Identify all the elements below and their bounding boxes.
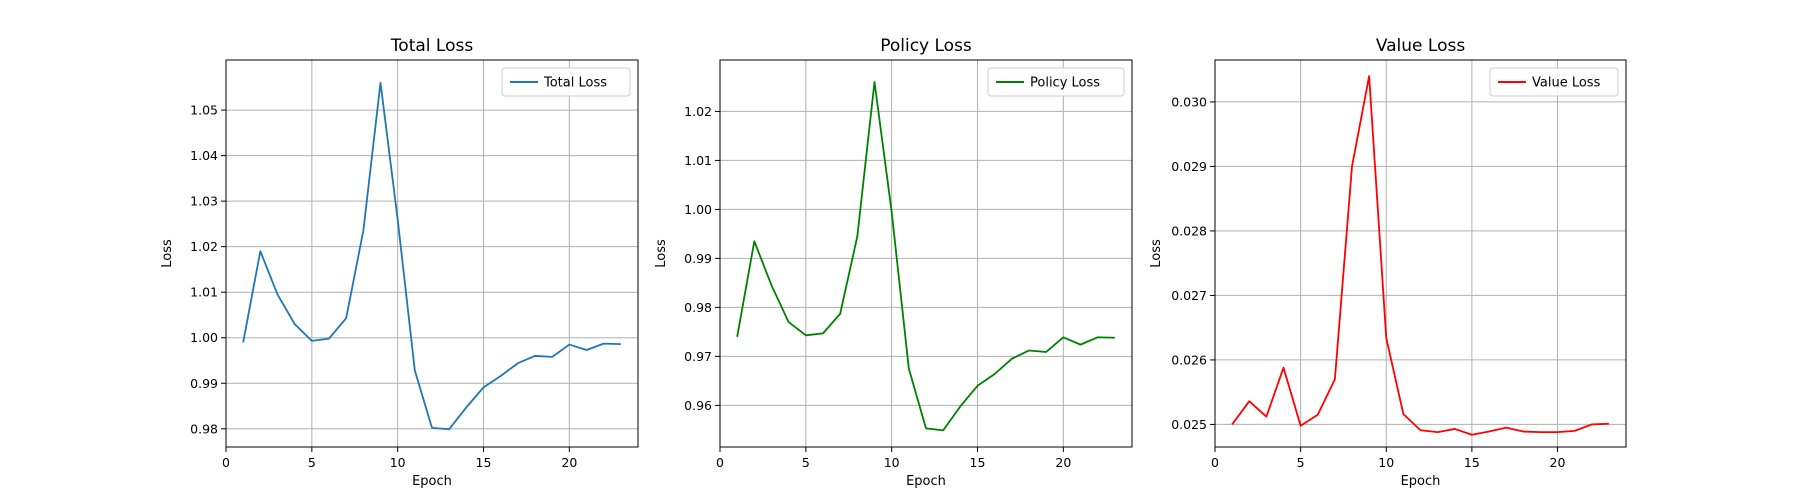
x-axis-label: Epoch bbox=[1401, 474, 1441, 489]
legend-label: Policy Loss bbox=[1030, 76, 1100, 91]
x-tick-label: 20 bbox=[1055, 455, 1071, 470]
y-tick-label: 0.97 bbox=[684, 349, 712, 364]
series-line-total-loss bbox=[242, 81, 621, 431]
y-tick-label: 1.01 bbox=[684, 153, 712, 168]
x-tick-label: 5 bbox=[1297, 455, 1305, 470]
x-tick-label: 10 bbox=[390, 455, 406, 470]
chart-panel-2: 0 5 10 15 20 0.96 0.97 0.98 0.99 1.00 1.01 1.02 Poli… bbox=[654, 36, 1133, 489]
y-axis-label: Loss bbox=[1149, 239, 1164, 268]
y-tick-label: 0.026 bbox=[1171, 352, 1207, 367]
y-tick-label: 1.00 bbox=[684, 202, 712, 217]
y-tick-label: 0.030 bbox=[1171, 94, 1207, 109]
y-tick-label: 0.96 bbox=[684, 398, 712, 413]
y-tick-label: 0.99 bbox=[190, 376, 218, 391]
x-tick-label: 5 bbox=[308, 455, 316, 470]
plot-frame bbox=[225, 59, 639, 448]
chart-title: Total Loss bbox=[390, 36, 474, 56]
legend: Value Loss bbox=[1489, 67, 1619, 97]
y-tick-label: 1.00 bbox=[190, 330, 218, 345]
y-tick-label: 0.028 bbox=[1171, 223, 1207, 238]
x-tick-label: 15 bbox=[1464, 455, 1480, 470]
x-tick-label: 20 bbox=[1550, 455, 1566, 470]
legend-box bbox=[1489, 67, 1619, 97]
series-line-value-loss bbox=[1231, 75, 1609, 436]
y-tick-label: 1.05 bbox=[190, 103, 218, 118]
y-tick-label: 1.02 bbox=[190, 239, 218, 254]
x-tick-label: 15 bbox=[970, 455, 986, 470]
x-tick-label: 10 bbox=[1378, 455, 1394, 470]
y-tick-label: 0.99 bbox=[684, 251, 712, 266]
y-tick-label: 1.03 bbox=[190, 194, 218, 209]
x-axis-label: Epoch bbox=[906, 474, 946, 489]
x-tick-label: 5 bbox=[802, 455, 810, 470]
y-tick-label: 0.98 bbox=[190, 421, 218, 436]
chart-title: Policy Loss bbox=[880, 36, 972, 56]
y-tick-label: 0.027 bbox=[1171, 288, 1207, 303]
legend: Policy Loss bbox=[987, 67, 1125, 97]
legend-box bbox=[501, 67, 631, 97]
y-tick-label: 1.04 bbox=[190, 148, 218, 163]
y-axis-label: Loss bbox=[160, 239, 175, 268]
legend-label: Total Loss bbox=[543, 76, 607, 91]
chart-title: Value Loss bbox=[1376, 36, 1466, 56]
x-tick-label: 0 bbox=[716, 455, 724, 470]
y-axis-label: Loss bbox=[654, 239, 669, 268]
y-tick-label: 1.01 bbox=[190, 285, 218, 300]
x-tick-label: 0 bbox=[222, 455, 230, 470]
x-axis-label: Epoch bbox=[412, 474, 452, 489]
x-tick-label: 15 bbox=[476, 455, 492, 470]
chart-panel-1: 0 5 10 15 20 0.98 0.99 1.00 1.01 1.02 1.03 1.04 1.05… bbox=[160, 36, 639, 489]
x-tick-label: 0 bbox=[1211, 455, 1219, 470]
plot-frame bbox=[1214, 59, 1627, 448]
y-tick-label: 1.02 bbox=[684, 104, 712, 119]
plot-frame bbox=[719, 59, 1133, 448]
x-tick-label: 10 bbox=[884, 455, 900, 470]
x-tick-label: 20 bbox=[561, 455, 577, 470]
legend-label: Value Loss bbox=[1532, 76, 1601, 91]
chart-panel-3: 0 5 10 15 20 0.025 0.026 0.027 0.028 0.029 0.030 Va… bbox=[1149, 36, 1627, 489]
y-tick-label: 0.029 bbox=[1171, 159, 1207, 174]
series-line-policy-loss bbox=[736, 81, 1115, 432]
legend-box bbox=[987, 67, 1125, 97]
legend: Total Loss bbox=[501, 67, 631, 97]
y-tick-label: 0.98 bbox=[684, 300, 712, 315]
y-tick-label: 0.025 bbox=[1171, 417, 1207, 432]
